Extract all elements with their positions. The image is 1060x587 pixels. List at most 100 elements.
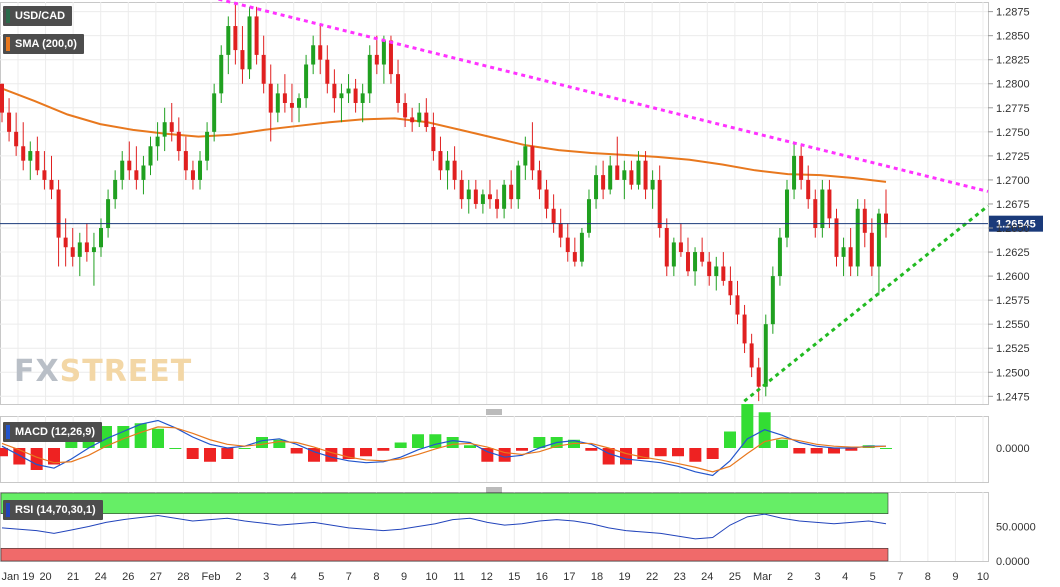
candle-body	[685, 252, 690, 272]
candle	[480, 189, 485, 214]
candle-body	[169, 122, 174, 132]
candle-body	[487, 194, 492, 200]
x-tick-label: 26	[122, 571, 134, 583]
candle-body	[346, 88, 351, 94]
candle-body	[148, 146, 153, 166]
macd-histogram-bar	[412, 434, 424, 448]
candle	[339, 83, 344, 123]
macd-histogram-bar	[204, 448, 216, 462]
candle-body	[657, 179, 662, 229]
candle-body	[749, 343, 754, 368]
candle	[70, 228, 75, 267]
candle-body	[615, 165, 620, 180]
candle-body	[523, 146, 528, 166]
candle	[77, 232, 82, 277]
candle	[834, 208, 839, 267]
candle	[7, 98, 12, 142]
candle	[452, 146, 457, 190]
macd-histogram-bar	[308, 448, 320, 462]
candle-body	[162, 122, 167, 137]
pane-handle-1[interactable]	[486, 409, 502, 415]
macd-tag[interactable]: MACD (12,26,9)	[3, 422, 103, 442]
candle	[579, 228, 584, 267]
candle	[282, 74, 287, 113]
candle	[275, 83, 280, 123]
candle	[84, 223, 89, 262]
candle-body	[113, 179, 118, 200]
macd-histogram-bar	[134, 423, 147, 448]
candle-body	[784, 189, 789, 238]
x-tick-label: Mar	[753, 571, 772, 583]
candle	[509, 170, 514, 209]
x-tick-label: 24	[95, 571, 107, 583]
macd-signal-line	[1, 426, 887, 473]
x-tick-label: 20	[39, 571, 51, 583]
candle	[770, 266, 775, 334]
candle-body	[233, 26, 238, 51]
candle	[247, 6, 252, 79]
sma-tag[interactable]: SMA (200,0)	[3, 34, 84, 54]
candle-body	[799, 155, 804, 180]
candle-body	[594, 175, 599, 200]
candle	[148, 136, 153, 176]
candle-body	[473, 189, 478, 204]
candle	[198, 151, 203, 190]
candle	[63, 218, 68, 267]
x-tick-label: 3	[263, 571, 269, 583]
candle-body	[332, 83, 337, 99]
rsi-oversold-zone	[0, 547, 889, 562]
sma-label: SMA (200,0)	[15, 38, 77, 50]
candle-body	[297, 98, 302, 108]
symbol-tag[interactable]: USD/CAD	[3, 6, 73, 26]
candle	[608, 155, 613, 195]
macd-histogram-bar	[273, 439, 286, 448]
candle-body	[445, 160, 450, 171]
y-tick-label: 1.2475	[996, 391, 1030, 403]
candle-body	[728, 280, 733, 296]
macd-histogram-bar	[464, 445, 476, 448]
candle	[629, 160, 634, 190]
candle-body	[770, 276, 775, 325]
macd-histogram-bar	[429, 434, 442, 448]
x-tick-label: 23	[674, 571, 686, 583]
candle	[346, 74, 351, 103]
candle-body	[63, 237, 68, 248]
candle-body	[325, 59, 330, 84]
candle-body	[862, 208, 867, 233]
macd-histogram-bar	[256, 437, 268, 448]
pane-handle-2[interactable]	[486, 487, 502, 493]
symbol-label: USD/CAD	[15, 10, 66, 22]
candle-body	[459, 179, 464, 200]
candle	[42, 151, 47, 190]
x-tick-label: 25	[729, 571, 741, 583]
candle-body	[56, 189, 61, 238]
candle	[332, 69, 337, 113]
watermark-part1: FX	[14, 354, 60, 389]
current-price-badge	[989, 215, 1043, 232]
y-tick-label: 1.2525	[996, 343, 1030, 355]
candle-body	[311, 45, 316, 65]
macd-histogram-bar	[828, 448, 840, 454]
candle-body	[664, 228, 669, 267]
candle-body	[247, 16, 252, 70]
candle	[473, 179, 478, 209]
candle-body	[452, 160, 457, 180]
candle	[841, 237, 846, 277]
candle-body	[254, 16, 259, 55]
candle	[530, 122, 535, 180]
candle	[516, 160, 521, 209]
candle	[14, 112, 19, 156]
candle	[544, 179, 549, 219]
macd-histogram-bar	[65, 439, 78, 448]
sma-swatch	[6, 37, 10, 51]
candle-body	[198, 160, 203, 180]
candle-body	[374, 54, 379, 65]
y-tick-label: 1.2775	[996, 103, 1030, 115]
candle	[636, 151, 641, 190]
y-tick-label: 1.2725	[996, 151, 1030, 163]
rsi-tag[interactable]: RSI (14,70,30,1)	[3, 500, 103, 520]
candle-body	[820, 189, 825, 229]
candle-body	[841, 247, 846, 257]
candle	[176, 117, 181, 161]
candle-body	[671, 242, 676, 267]
